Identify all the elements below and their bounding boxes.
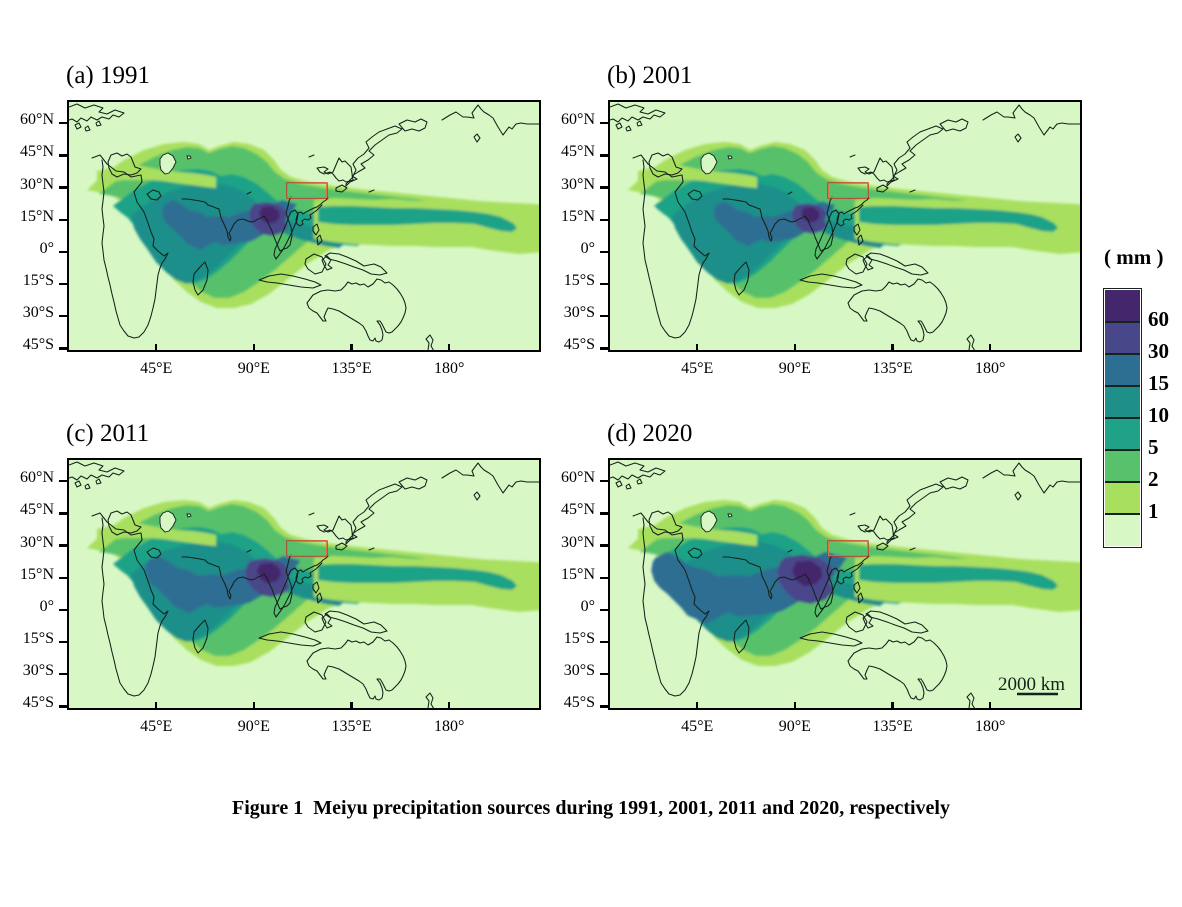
svg-text:2000 km: 2000 km bbox=[998, 674, 1065, 695]
